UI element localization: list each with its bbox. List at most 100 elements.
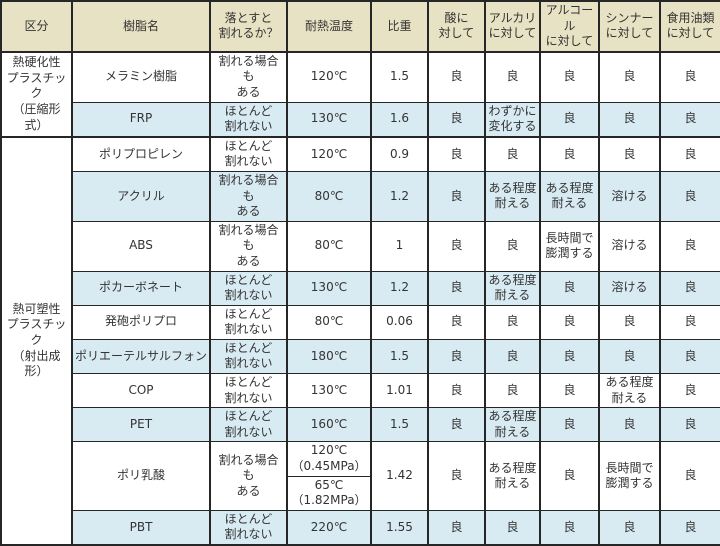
cooking-oil-cell: 良 [659,338,720,375]
alcohol-cell: 良 [539,407,600,443]
table-row: ポリエーテルサルフォン ほとんど 割れない 180℃ 1.5 良 良 良 良 良 [1,338,720,375]
cooking-oil-cell: 良 [659,220,720,272]
acid-cell: 良 [427,51,486,103]
heat-temp-cell: 80℃ [286,304,372,340]
alkali-cell: ある程度 耐える [484,407,541,443]
acid-cell: 良 [427,170,486,222]
header-thinner: シンナー に対して [598,0,661,53]
thinner-cell: 良 [598,51,661,103]
heat-temp-cell: 220℃ [286,509,372,546]
table-row: FRP ほとんど 割れない 130℃ 1.6 良 わずかに 変化する 良 良 良 [1,101,720,138]
table-row: PET ほとんど 割れない 160℃ 1.5 良 ある程度 耐える 良 良 良 [1,407,720,443]
alkali-cell: 良 [484,220,541,272]
table-row: アクリル 割れる場合も ある 80℃ 1.2 良 ある程度 耐える ある程度 耐… [1,170,720,222]
acid-cell: 良 [427,441,486,511]
resin-name-cell: メラミン樹脂 [71,51,211,103]
specific-gravity-cell: 0.06 [370,304,429,340]
alcohol-cell: 良 [539,338,600,375]
header-cooking-oil: 食用油類 に対して [659,0,720,53]
table-row: 熱硬化性 プラスチック （圧縮形式） メラミン樹脂 割れる場合も ある 120℃… [0,51,720,138]
alcohol-cell: ある程度 耐える [539,170,600,222]
specific-gravity-cell: 0.9 [370,135,429,172]
alkali-cell: 良 [484,51,541,103]
acid-cell: 良 [427,509,486,546]
drop-breakage-cell: 割れる場合も ある [209,220,288,272]
resin-name-cell: アクリル [71,170,211,222]
alkali-cell: 良 [484,135,541,172]
drop-breakage-cell: ほとんど 割れない [209,270,288,306]
specific-gravity-cell: 1.5 [370,407,429,443]
thinner-cell: 良 [598,407,661,443]
heat-temp-upper-cell: 120℃ （0.45MPa） [286,441,372,477]
specific-gravity-cell: 1 [370,220,429,272]
cooking-oil-cell: 良 [659,407,720,443]
resin-name-cell: PBT [71,509,211,546]
thinner-cell: 良 [598,135,661,172]
header-specific-gravity: 比重 [370,0,429,53]
acid-cell: 良 [427,220,486,272]
thinner-cell: 溶ける [598,170,661,222]
specific-gravity-cell: 1.5 [370,338,429,375]
thinner-cell: 溶ける [598,220,661,272]
cooking-oil-cell: 良 [659,441,720,511]
heat-temp-cell: 180℃ [286,338,372,375]
drop-breakage-cell: ほとんど 割れない [209,101,288,138]
drop-breakage-cell: ほとんど 割れない [209,304,288,340]
acid-cell: 良 [427,135,486,172]
drop-breakage-cell: ほとんど 割れない [209,509,288,546]
alcohol-cell: 良 [539,270,600,306]
resin-name-cell: 発砲ポリプロ [71,304,211,340]
alkali-cell: 良 [484,338,541,375]
header-row: 区分 樹脂名 落とすと 割れるか？ 耐熱温度 比重 酸に 対して アルカリ に対… [0,0,720,53]
cooking-oil-cell: 良 [659,373,720,409]
resin-name-cell: ABS [71,220,211,272]
acid-cell: 良 [427,373,486,409]
header-alcohol: アルコール に対して [539,0,600,53]
drop-breakage-cell: ほとんど 割れない [209,407,288,443]
alcohol-cell: 良 [539,51,600,103]
acid-cell: 良 [427,338,486,375]
table-row: ポリ乳酸 割れる場合も ある 120℃ （0.45MPa） 1.42 良 ある程… [1,441,720,511]
alkali-cell: ある程度 耐える [484,270,541,306]
heat-temp-cell: 130℃ [286,101,372,138]
cooking-oil-cell: 良 [659,170,720,222]
thinner-cell: 長時間で 膨潤する [598,441,661,511]
acid-cell: 良 [427,101,486,138]
specific-gravity-cell: 1.2 [370,270,429,306]
cooking-oil-cell: 良 [659,135,720,172]
acid-cell: 良 [427,304,486,340]
resin-name-cell: PET [71,407,211,443]
acid-cell: 良 [427,270,486,306]
alkali-cell: 良 [484,509,541,546]
heat-temp-cell: 160℃ [286,407,372,443]
resin-name-cell: ポリプロピレン [71,135,211,172]
drop-breakage-cell: 割れる場合も ある [209,441,288,511]
thinner-cell: 良 [598,101,661,138]
alkali-cell: ある程度 耐える [484,170,541,222]
header-alkali: アルカリ に対して [484,0,541,53]
header-category: 区分 [0,0,73,53]
alcohol-cell: 良 [539,135,600,172]
header-heat-temp: 耐熱温度 [286,0,372,53]
table-row: 熱可塑性 プラスチック （射出成形） ポリプロピレン ほとんど 割れない 120… [0,135,720,546]
alkali-cell: わずかに 変化する [484,101,541,138]
drop-breakage-cell: 割れる場合も ある [209,51,288,103]
thinner-cell: ある程度 耐える [598,373,661,409]
resin-name-cell: FRP [71,101,211,138]
heat-temp-cell: 80℃ [286,170,372,222]
table-row: 発砲ポリプロ ほとんど 割れない 80℃ 0.06 良 良 良 良 良 [1,304,720,340]
header-drop-breakage: 落とすと 割れるか？ [209,0,288,53]
thinner-cell: 溶ける [598,270,661,306]
alcohol-cell: 良 [539,373,600,409]
resin-name-cell: ポリ乳酸 [71,441,211,511]
cooking-oil-cell: 良 [659,51,720,103]
cooking-oil-cell: 良 [659,304,720,340]
table-row: PBT ほとんど 割れない 220℃ 1.55 良 良 良 良 良 [1,509,720,546]
header-resin-name: 樹脂名 [71,0,211,53]
acid-cell: 良 [427,407,486,443]
specific-gravity-cell: 1.2 [370,170,429,222]
heat-temp-cell: 130℃ [286,373,372,409]
resin-name-cell: ポリエーテルサルフォン [71,338,211,375]
alcohol-cell: 良 [539,441,600,511]
